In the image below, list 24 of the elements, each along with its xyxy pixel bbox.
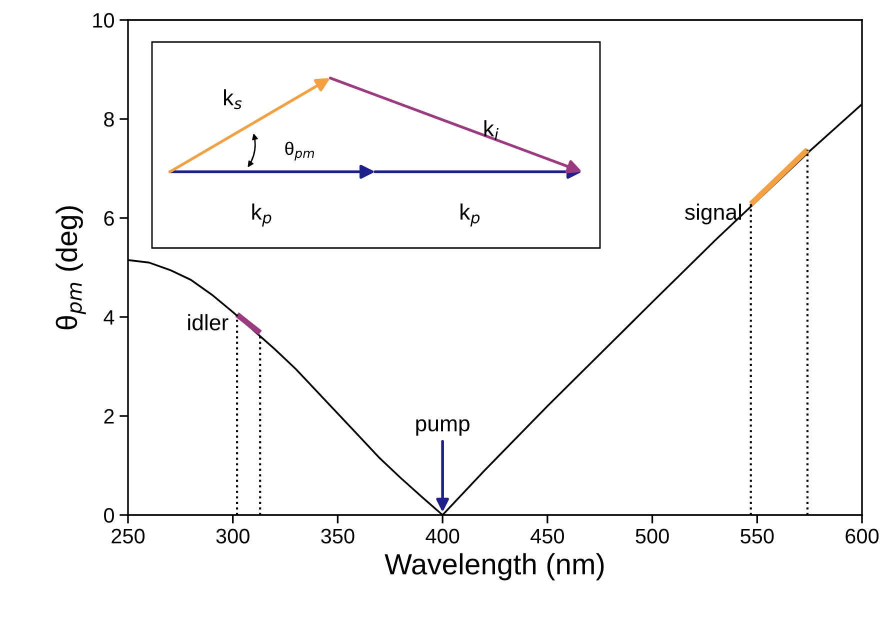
x-tick-label: 500: [636, 528, 669, 544]
y-tick-label: 0: [104, 508, 114, 523]
x-tick-label: 400: [426, 528, 460, 544]
x-tick-label: 350: [321, 528, 354, 544]
annotation: k$_{s}$: [224, 89, 242, 110]
y-tick-label: 2: [104, 409, 114, 424]
y-tick-label: 8: [104, 112, 114, 127]
x-tick-label: 550: [740, 528, 774, 544]
y-tick-label: 6: [104, 211, 114, 226]
annotation: pump: [416, 419, 470, 436]
annotation: k$_{i}$: [484, 120, 498, 140]
annotation: k$_{p}$: [252, 203, 272, 226]
y-tick-label: 4: [104, 310, 114, 325]
annotation: θ$_{pm}$: [285, 142, 314, 160]
x-axis-title: Wavelength (nm): [384, 553, 604, 580]
x-tick-label: 450: [530, 528, 564, 544]
annotation: k$_{p}$: [460, 203, 480, 226]
y-axis-title: θ$_{pm}$ (deg): [56, 206, 86, 330]
x-tick-label: 600: [846, 528, 879, 544]
y-tick-label: 10: [93, 13, 114, 28]
x-tick-label: 250: [112, 528, 145, 544]
annotation: idler: [188, 314, 228, 330]
x-tick-label: 300: [216, 528, 250, 544]
annotation: signal: [685, 204, 741, 224]
